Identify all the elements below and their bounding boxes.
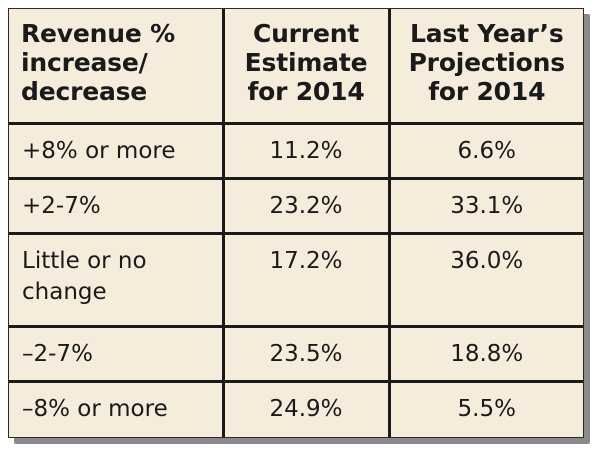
revenue-table: Revenue % increase/ decrease Current Est… xyxy=(9,9,583,437)
row-category: Little or no change xyxy=(9,233,225,328)
table-row: +2-7% 23.2% 33.1% xyxy=(9,178,583,236)
header-revenue-change: Revenue % increase/ decrease xyxy=(9,9,225,125)
last-year-value: 6.6% xyxy=(389,123,583,180)
current-estimate-value: 23.2% xyxy=(223,178,391,236)
last-year-value: 18.8% xyxy=(389,326,583,384)
last-year-value: 33.1% xyxy=(389,178,583,236)
row-category: –8% or more xyxy=(9,381,225,437)
header-row: Revenue % increase/ decrease Current Est… xyxy=(9,9,583,125)
last-year-value: 5.5% xyxy=(457,396,516,423)
table-row: +8% or more 11.2% 6.6% xyxy=(9,123,583,180)
current-estimate-value: 23.5% xyxy=(223,326,391,384)
table-row: –8% or more 24.9% 5.5% xyxy=(9,381,583,437)
revenue-table-card: Revenue % increase/ decrease Current Est… xyxy=(8,8,584,438)
row-category: +2-7% xyxy=(9,178,225,236)
table-row: Little or no change 17.2% 36.0% xyxy=(9,233,583,328)
current-estimate-value: 17.2% xyxy=(223,233,391,328)
last-year-value: 36.0% xyxy=(389,233,583,328)
header-last-year-projections: Last Year’s Projections for 2014 xyxy=(389,9,583,125)
table-row: –2-7% 23.5% 18.8% xyxy=(9,326,583,384)
row-category: –2-7% xyxy=(9,326,225,384)
row-category: +8% or more xyxy=(9,123,225,180)
current-estimate-value: 24.9% xyxy=(223,381,391,437)
header-current-estimate: Current Estimate for 2014 xyxy=(223,9,391,125)
current-estimate-value: 11.2% xyxy=(223,123,391,180)
